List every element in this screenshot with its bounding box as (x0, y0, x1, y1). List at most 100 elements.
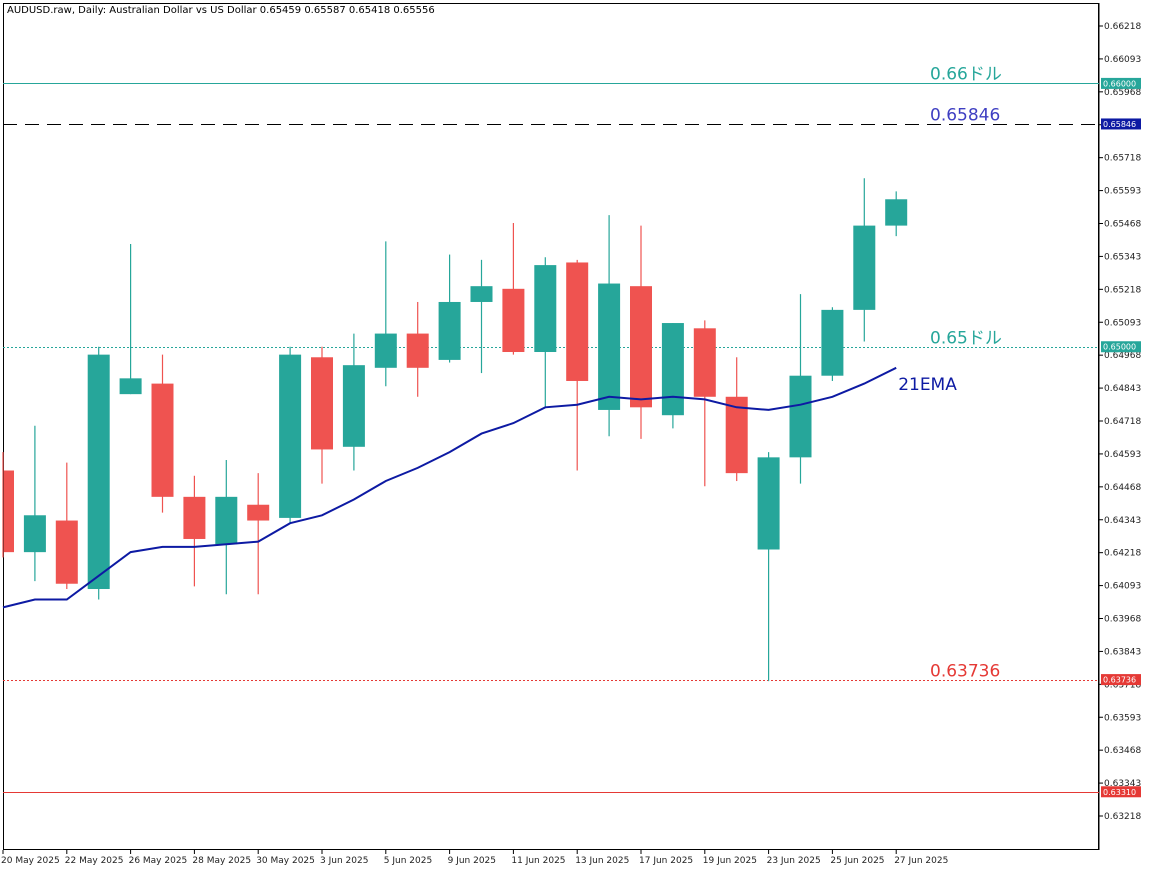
candle-26 (821, 307, 844, 381)
candle-body-0 (4, 470, 14, 553)
candle-14 (438, 254, 461, 363)
candles (2, 178, 908, 682)
candle-23 (725, 357, 748, 482)
price-tag-bg-2 (1101, 341, 1141, 353)
candle-28 (885, 191, 908, 237)
candle-body-23 (725, 396, 748, 474)
candle-7 (215, 459, 238, 595)
y-tick-label-9: 0.65093 (1104, 318, 1141, 328)
candle-body-13 (406, 333, 429, 368)
candle-5 (151, 354, 174, 513)
x-tick-label-7: 9 Jun 2025 (448, 856, 496, 866)
candle-body-3 (87, 354, 110, 590)
y-tick-label-8: 0.65218 (1104, 285, 1141, 295)
y-tick-label-19: 0.63843 (1104, 647, 1141, 657)
y-axis: 0.662180.660930.659680.658430.657180.655… (1099, 22, 1141, 822)
candle-body-2 (55, 520, 78, 584)
price-tag-3: 0.63736 (1101, 674, 1141, 686)
ema-label: 21EMA (898, 375, 957, 395)
candle-12 (374, 241, 397, 387)
candle-1 (23, 425, 46, 582)
y-tick-label-11: 0.64843 (1104, 384, 1141, 394)
x-tick-label-14: 27 Jun 2025 (894, 856, 948, 866)
y-tick-label-2: 0.65968 (1104, 88, 1141, 98)
candle-body-8 (247, 504, 270, 521)
price-tag-bg-3 (1101, 674, 1141, 686)
y-tick-label-13: 0.64593 (1104, 450, 1141, 460)
candle-body-17 (534, 265, 557, 353)
x-tick-label-11: 19 Jun 2025 (703, 856, 757, 866)
price-tag-text-3: 0.63736 (1103, 676, 1136, 685)
candle-body-16 (502, 288, 525, 353)
y-tick-label-5: 0.65593 (1104, 187, 1141, 197)
candle-body-20 (630, 286, 652, 408)
candle-9 (279, 346, 302, 524)
candle-18 (566, 259, 589, 471)
candle-13 (406, 301, 429, 397)
candle-body-25 (789, 375, 812, 458)
x-tick-label-0: 20 May 2025 (1, 856, 60, 866)
y-tick-label-22: 0.63468 (1104, 746, 1141, 756)
candle-19 (598, 215, 621, 437)
candle-10 (311, 346, 333, 484)
price-tag-bg-0 (1101, 77, 1141, 89)
x-tick-label-6: 5 Jun 2025 (384, 856, 432, 866)
candle-body-5 (151, 383, 174, 497)
price-tags: 0.66000 0.65846 0.65000 0.63736 0.63310 (1101, 77, 1141, 798)
y-tick-label-4: 0.65718 (1104, 154, 1141, 164)
candle-17 (534, 257, 557, 408)
y-tick-label-23: 0.63343 (1104, 779, 1141, 789)
chart-plot-frame (3, 3, 1099, 850)
level-label-0: 0.66ドル (930, 65, 1002, 85)
candle-4 (119, 244, 142, 395)
candle-24 (757, 452, 780, 682)
x-tick-label-1: 22 May 2025 (65, 856, 124, 866)
y-tick-label-15: 0.64343 (1104, 516, 1141, 526)
chart-header: AUDUSD.raw, Daily: Australian Dollar vs … (7, 5, 435, 16)
price-tag-bg-1 (1101, 118, 1141, 130)
candle-body-22 (693, 328, 716, 397)
candle-8 (247, 473, 270, 595)
price-tag-2: 0.65000 (1101, 341, 1141, 353)
candle-body-6 (183, 496, 206, 539)
y-tick-label-6: 0.65468 (1104, 220, 1141, 230)
candle-21 (661, 323, 684, 429)
candle-body-12 (374, 333, 397, 368)
candle-body-14 (438, 301, 461, 360)
candle-25 (789, 294, 812, 484)
level-label-2: 0.65ドル (930, 329, 1002, 349)
level-label-1: 0.65846 (930, 106, 1000, 126)
x-tick-label-9: 13 Jun 2025 (575, 856, 629, 866)
y-tick-label-16: 0.64218 (1104, 549, 1141, 559)
price-tag-4: 0.63310 (1101, 786, 1141, 798)
price-tag-1: 0.65846 (1101, 118, 1141, 130)
candle-body-4 (119, 378, 142, 395)
candle-16 (502, 222, 525, 355)
y-tick-label-17: 0.64093 (1104, 582, 1141, 592)
candle-body-15 (470, 286, 493, 302)
price-tag-text-2: 0.65000 (1103, 343, 1136, 352)
candle-20 (630, 225, 652, 439)
x-tick-label-4: 30 May 2025 (256, 856, 315, 866)
candle-body-10 (311, 357, 333, 450)
x-tick-label-3: 28 May 2025 (192, 856, 251, 866)
y-tick-label-10: 0.64968 (1104, 351, 1141, 361)
candle-body-26 (821, 309, 844, 376)
candle-body-19 (598, 283, 621, 410)
price-tag-text-0: 0.66000 (1103, 79, 1136, 88)
horizontal-levels: 0.66ドル 0.65846 0.65ドル 0.63736 (3, 65, 1099, 793)
candle-2 (55, 462, 78, 590)
y-tick-label-1: 0.66093 (1104, 55, 1141, 65)
candle-body-21 (661, 323, 684, 416)
y-tick-label-7: 0.65343 (1104, 252, 1141, 262)
price-tag-0: 0.66000 (1101, 77, 1141, 89)
candle-body-7 (215, 496, 238, 545)
candle-22 (693, 320, 716, 487)
y-tick-label-12: 0.64718 (1104, 417, 1141, 427)
candle-6 (183, 475, 206, 587)
x-tick-label-12: 23 Jun 2025 (767, 856, 821, 866)
candle-body-27 (853, 225, 876, 310)
y-tick-label-14: 0.64468 (1104, 483, 1141, 493)
candle-27 (853, 178, 876, 342)
